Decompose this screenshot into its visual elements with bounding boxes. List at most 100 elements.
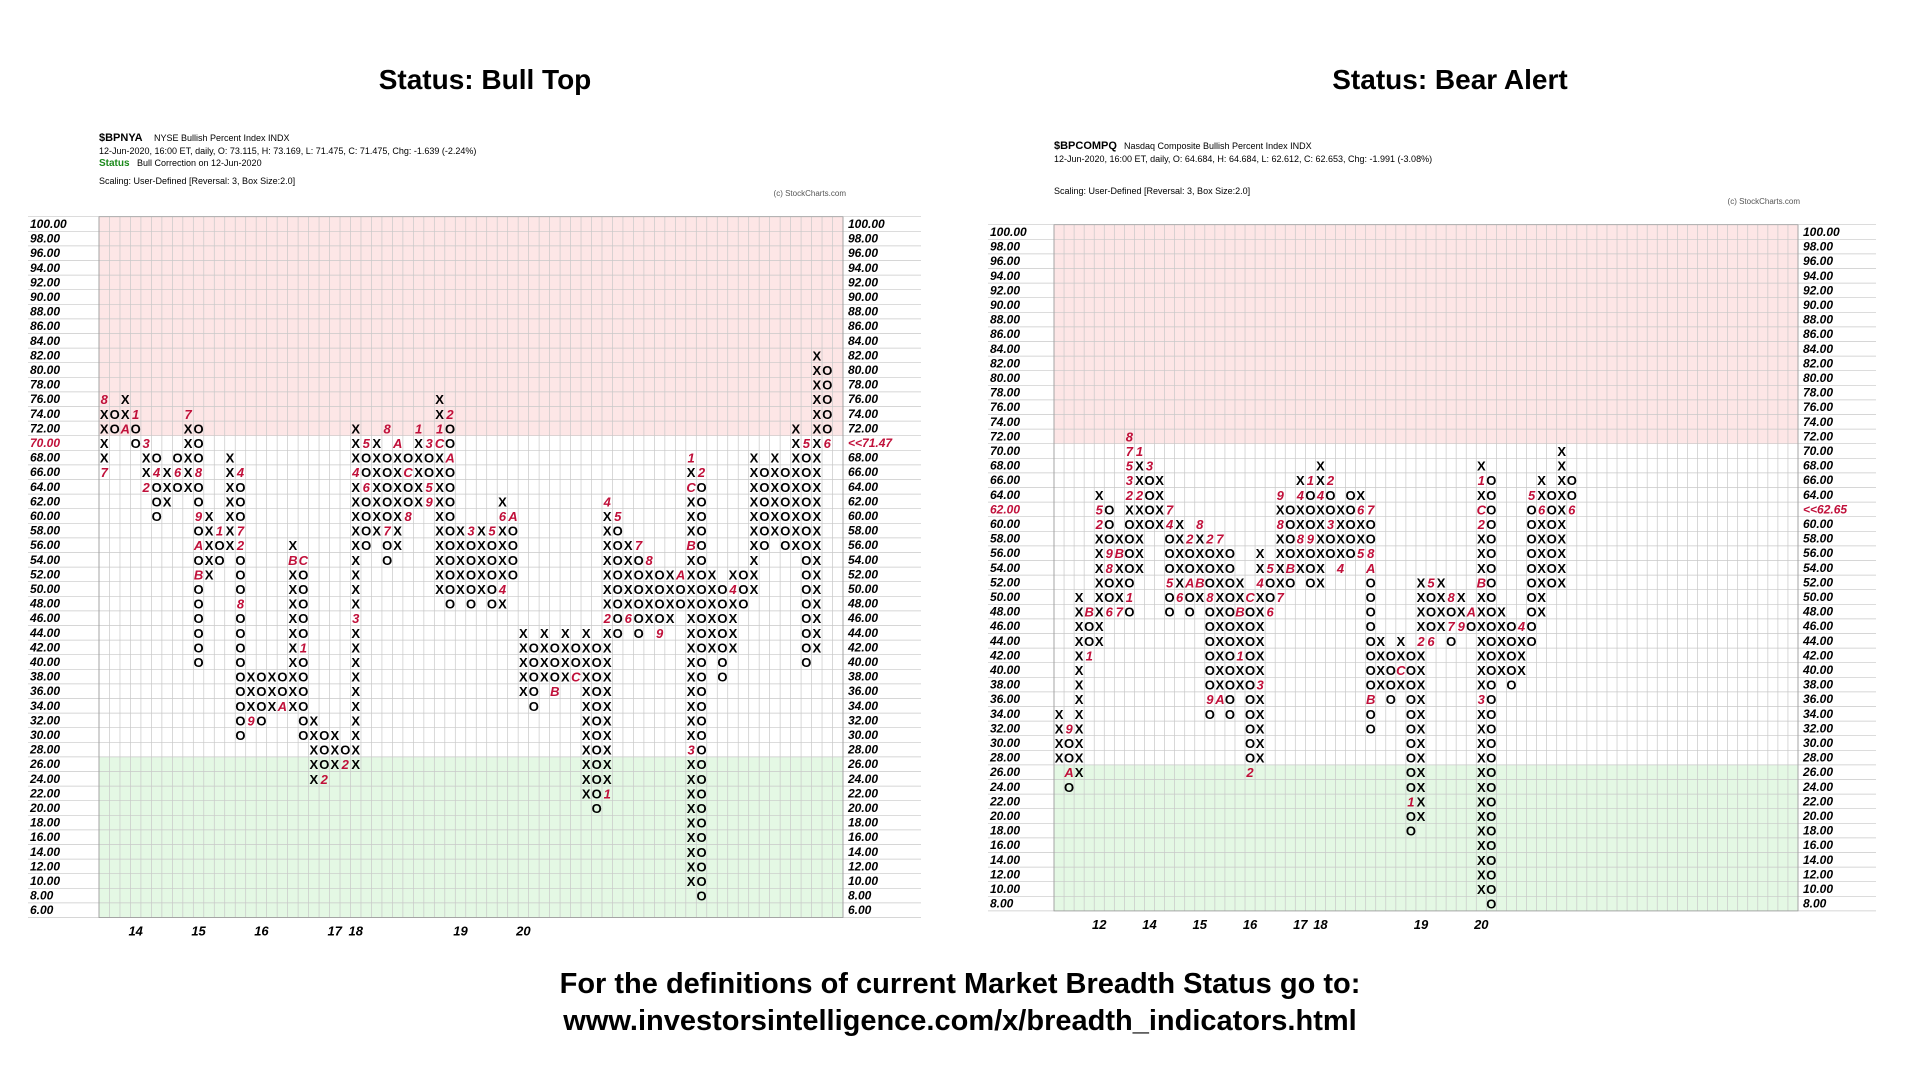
y-tick-left: 44.00 — [989, 634, 1020, 648]
o-box: O — [1285, 502, 1295, 517]
x-box: X — [1437, 605, 1446, 620]
month-mark: 2 — [1205, 532, 1214, 547]
o-box: O — [1406, 678, 1416, 693]
x-box: X — [1437, 575, 1446, 590]
y-tick-right: 88.00 — [1803, 313, 1833, 327]
x-box: X — [1417, 619, 1426, 634]
x-box: X — [1397, 678, 1406, 693]
month-mark: 2 — [142, 480, 151, 495]
x-box: X — [498, 567, 507, 582]
y-tick-right: 86.00 — [1803, 327, 1833, 341]
o-box: O — [1305, 502, 1315, 517]
x-box: X — [1075, 619, 1084, 634]
x-box: X — [1095, 546, 1104, 561]
y-tick-left: 14.00 — [30, 845, 60, 859]
o-box: O — [1547, 488, 1557, 503]
x-box: X — [1537, 488, 1546, 503]
chart-info-line: 12-Jun-2020, 16:00 ET, daily, O: 73.115,… — [99, 146, 476, 156]
y-tick-left: 84.00 — [30, 334, 60, 348]
o-box: O — [1366, 678, 1376, 693]
x-box: X — [687, 816, 696, 831]
x-box: X — [582, 786, 591, 801]
x-box: X — [1537, 605, 1546, 620]
o-box: O — [256, 699, 266, 714]
x-box: X — [1175, 532, 1184, 547]
pf-column: 6OO — [1567, 473, 1577, 517]
y-tick-right: 38.00 — [848, 670, 878, 684]
o-box: O — [801, 451, 811, 466]
x-box: X — [372, 451, 381, 466]
y-tick-left: 90.00 — [990, 298, 1020, 312]
y-tick-right: 96.00 — [1803, 254, 1833, 268]
x-box: X — [1417, 765, 1426, 780]
y-tick-right: 66.00 — [1803, 473, 1833, 487]
o-box: O — [298, 699, 308, 714]
y-tick-left: 96.00 — [30, 246, 60, 260]
footer-url-link[interactable]: www.investorsintelligence.com/x/breadth_… — [563, 1005, 1357, 1037]
o-box: O — [1527, 502, 1537, 517]
o-box: O — [1486, 619, 1496, 634]
x-box: X — [1477, 561, 1486, 576]
plot-frame — [98, 216, 844, 918]
x-box: X — [792, 451, 801, 466]
month-mark: 9 — [1065, 721, 1073, 736]
o-box: O — [613, 626, 623, 641]
o-box: O — [1366, 517, 1376, 532]
x-box: X — [1477, 751, 1486, 766]
x-box: X — [1276, 561, 1285, 576]
o-box: O — [1245, 605, 1255, 620]
o-box: O — [235, 713, 245, 728]
o-box: O — [696, 611, 706, 626]
o-box: O — [634, 582, 644, 597]
x-box: X — [1075, 736, 1084, 751]
x-box: X — [687, 859, 696, 874]
y-tick-left: 54.00 — [990, 561, 1020, 575]
x-box: X — [582, 640, 591, 655]
pf-column: OO1 — [131, 407, 141, 451]
o-box: O — [696, 509, 706, 524]
o-box: O — [1486, 678, 1496, 693]
x-box: X — [582, 655, 591, 670]
o-box: O — [1486, 532, 1496, 547]
o-box: O — [1406, 751, 1416, 766]
y-tick-left: 16.00 — [30, 830, 60, 844]
x-box: X — [1095, 575, 1104, 590]
x-box: X — [351, 743, 360, 758]
x-box: X — [624, 567, 633, 582]
x-box: X — [1075, 663, 1084, 678]
o-box: O — [277, 684, 287, 699]
x-box: X — [351, 509, 360, 524]
month-mark: 1 — [1086, 648, 1093, 663]
o-box: O — [445, 567, 455, 582]
y-tick-left: 50.00 — [30, 582, 60, 596]
month-mark: A — [444, 451, 454, 466]
o-box: O — [445, 538, 455, 553]
x-box: X — [687, 713, 696, 728]
x-box: X — [1195, 561, 1204, 576]
x-box: X — [414, 494, 423, 509]
month-mark: 3 — [425, 436, 433, 451]
month-mark: 6 — [499, 509, 507, 524]
o-box: O — [1205, 678, 1215, 693]
o-box: O — [1325, 502, 1335, 517]
x-box: X — [393, 524, 402, 539]
x-box: X — [708, 567, 717, 582]
x-box: X — [645, 611, 654, 626]
month-mark: 5 — [363, 436, 371, 451]
o-box: O — [277, 670, 287, 685]
x-box: X — [1477, 532, 1486, 547]
x-box: X — [687, 553, 696, 568]
y-tick-right: 70.00 — [1803, 444, 1833, 458]
o-box: O — [1064, 736, 1074, 751]
x-box: X — [184, 451, 193, 466]
x-box: X — [1437, 590, 1446, 605]
